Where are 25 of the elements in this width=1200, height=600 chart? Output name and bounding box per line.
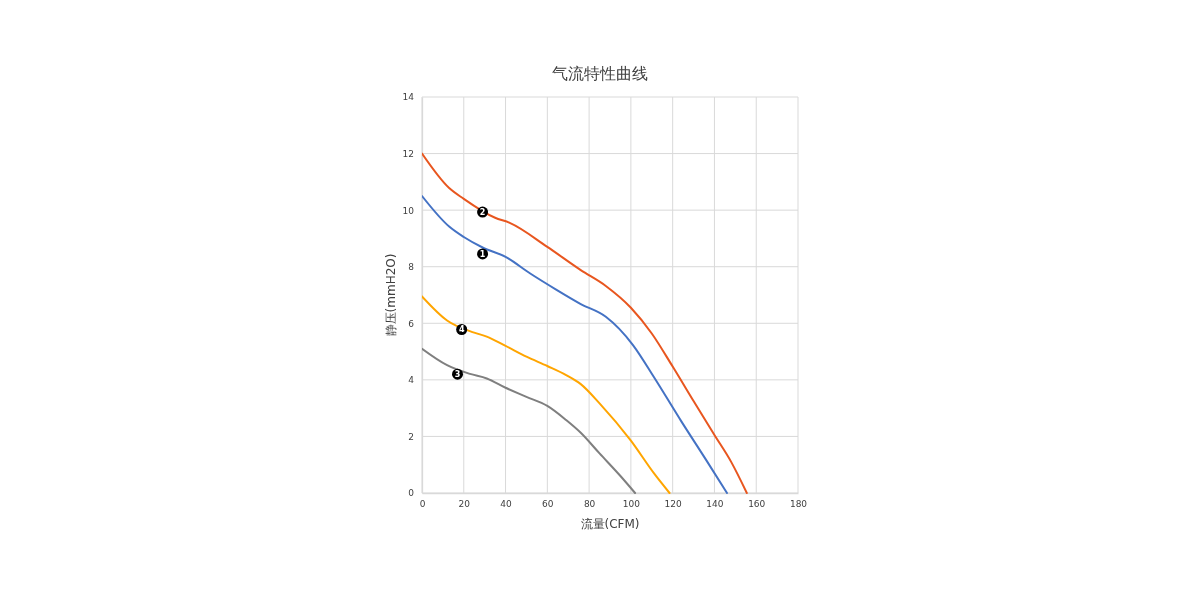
y-tick-label: 2 [408,431,414,442]
y-tick-label: 6 [408,318,415,329]
chart-title: 气流特性曲线 [552,64,648,83]
y-tick-label: 14 [402,92,415,103]
y-tick-label: 0 [408,488,415,499]
x-tick-label: 40 [500,499,513,510]
line-series [422,195,728,494]
x-tick-label: 60 [542,499,554,510]
y-tick-label: 8 [408,262,415,273]
x-axis-title: 流量(CFM) [580,517,640,531]
x-tick-label: 100 [622,499,641,510]
x-tick-label: 140 [706,499,724,510]
x-tick-label: 80 [583,499,596,510]
line-series [422,152,748,494]
y-tick-label: 10 [402,205,415,216]
line-series [422,347,637,494]
x-tick-label: 0 [419,499,426,510]
x-tick-label: 160 [748,499,766,510]
y-tick-label: 4 [408,375,415,386]
y-tick-label: 12 [402,148,414,159]
line-series [422,295,671,494]
x-tick-label: 20 [458,499,471,510]
x-tick-label: 120 [664,499,683,510]
y-axis-title: 静压(mmH2O) [384,253,398,337]
x-tick-label: 180 [789,499,808,510]
